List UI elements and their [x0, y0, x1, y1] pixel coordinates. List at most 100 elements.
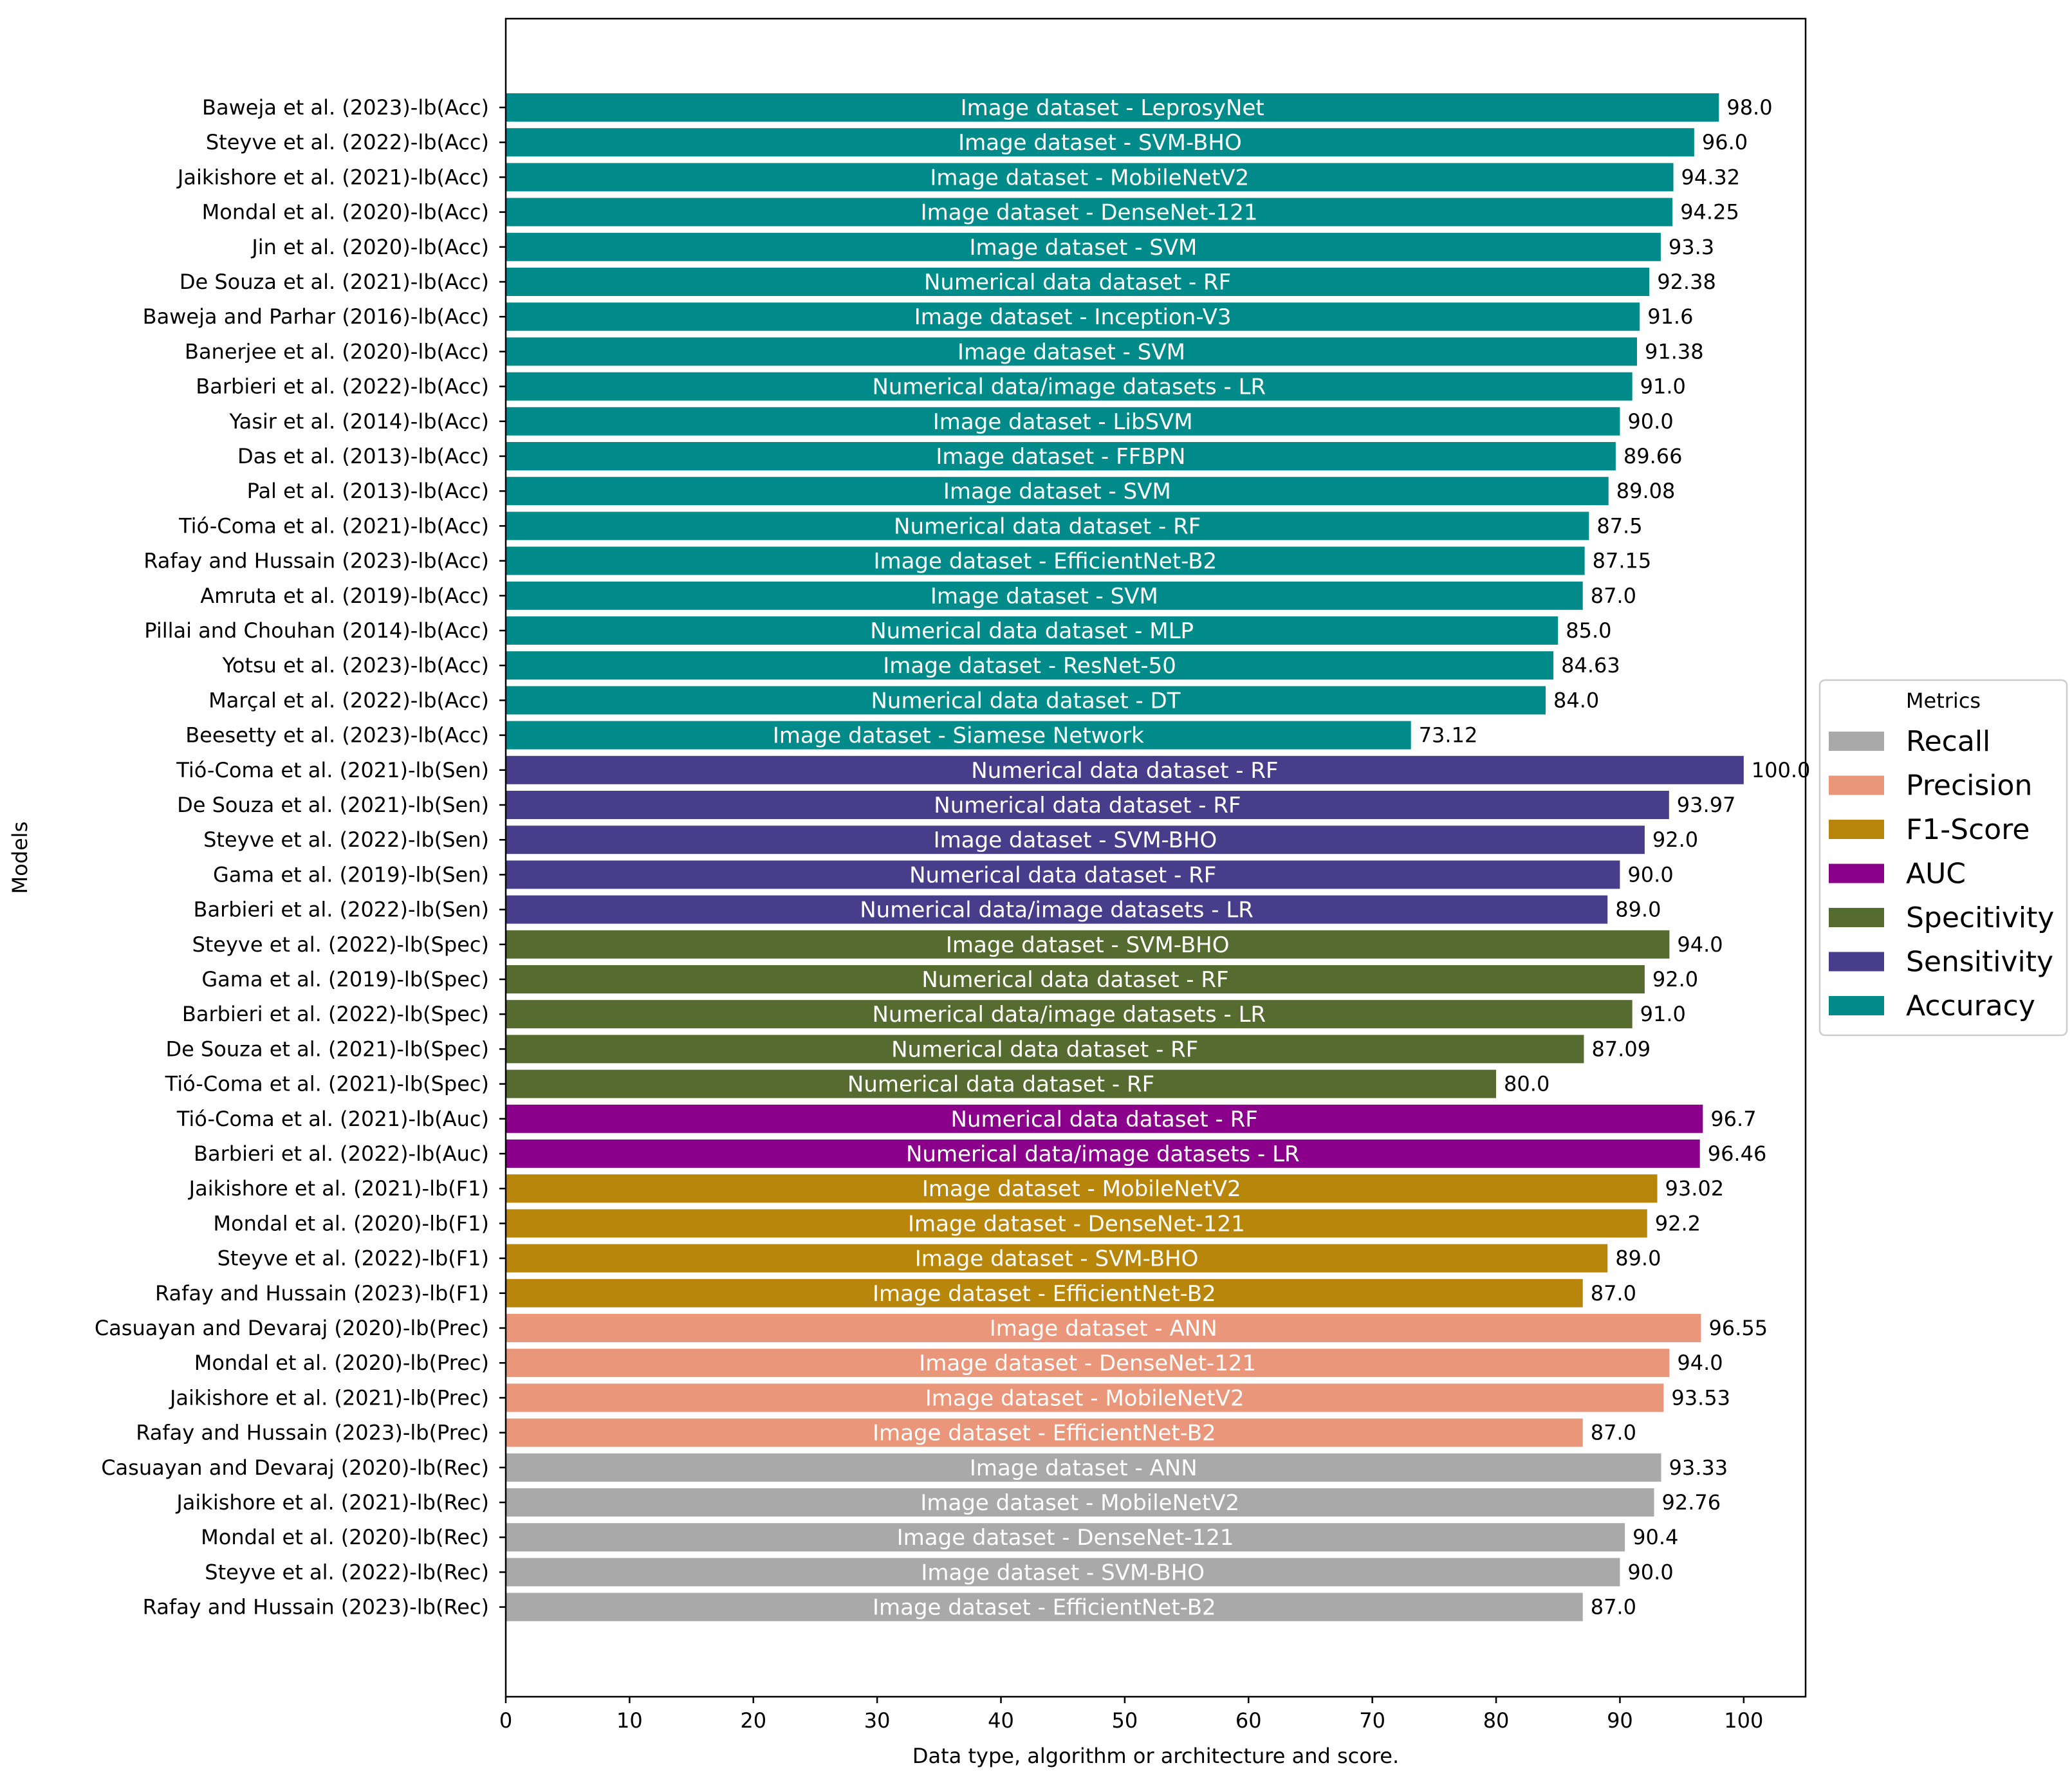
bar-description-label: Numerical data dataset - RF	[891, 1037, 1198, 1062]
bar	[506, 128, 1694, 157]
bar-value-label: 93.53	[1671, 1385, 1730, 1410]
y-tick-label: Pillai and Chouhan (2014)-lb(Acc)	[144, 618, 489, 643]
y-tick-label: Rafay and Hussain (2023)-lb(Prec)	[136, 1421, 489, 1445]
bar-value-label: 91.0	[1640, 1002, 1686, 1026]
legend-label: AUC	[1906, 858, 1966, 891]
legend-title: Metrics	[1906, 688, 1981, 713]
bar	[506, 930, 1670, 959]
y-tick-label: Pal et al. (2013)-lb(Acc)	[247, 479, 489, 503]
bar	[506, 372, 1633, 401]
bar-value-label: 94.32	[1681, 165, 1741, 189]
legend-swatch	[1829, 863, 1884, 883]
y-tick-label: Barbieri et al. (2022)-lb(Spec)	[182, 1002, 489, 1026]
bar-value-label: 89.66	[1623, 444, 1683, 468]
y-tick-label: De Souza et al. (2021)-lb(Spec)	[165, 1037, 489, 1061]
bar	[506, 1209, 1647, 1238]
bar	[506, 1453, 1661, 1482]
bar-value-label: 100.0	[1752, 758, 1811, 782]
bar-description-label: Image dataset - SVM	[970, 235, 1198, 261]
legend-label: Sensitivity	[1906, 946, 2053, 979]
bar-description-label: Numerical data dataset - RF	[894, 513, 1201, 539]
y-tick-label: Steyve et al. (2022)-lb(F1)	[217, 1246, 489, 1271]
legend-swatch	[1829, 820, 1884, 839]
bar-value-label: 93.02	[1665, 1176, 1725, 1201]
bar	[506, 546, 1585, 575]
y-tick-label: Beesetty et al. (2023)-lb(Acc)	[185, 723, 489, 748]
y-tick-label: Tió-Coma et al. (2021)-lb(Sen)	[176, 758, 489, 782]
bar	[506, 1000, 1633, 1029]
y-tick-label: Steyve et al. (2022)-lb(Rec)	[205, 1560, 489, 1584]
x-tick-label: 30	[864, 1708, 891, 1733]
legend-entries: Recall Precision F1-Score AUC Specitivity Sen…	[1829, 725, 2054, 1022]
x-tick-label: 100	[1724, 1708, 1763, 1733]
bar-value-label: 92.76	[1662, 1490, 1721, 1515]
legend-label: F1-Score	[1906, 813, 2030, 846]
bar	[506, 1104, 1703, 1133]
y-tick-label: Jaikishore et al. (2021)-lb(Prec)	[169, 1385, 489, 1410]
legend-swatch	[1829, 908, 1884, 927]
plot-frame	[504, 17, 1807, 1698]
x-tick-label: 60	[1235, 1708, 1262, 1733]
bar-value-label: 96.7	[1710, 1107, 1756, 1131]
y-tick-label: Steyve et al. (2022)-lb(Spec)	[192, 932, 489, 957]
bar	[506, 1174, 1658, 1203]
bar-description-label: Image dataset - SVM-BHO	[958, 130, 1242, 156]
bar	[506, 93, 1719, 122]
bar-description-label: Image dataset - MobileNetV2	[922, 1176, 1241, 1202]
bar	[506, 581, 1583, 610]
y-tick-label: Mondal et al. (2020)-lb(F1)	[213, 1211, 489, 1235]
y-tick-label: De Souza et al. (2021)-lb(Sen)	[177, 793, 489, 817]
bar-description-label: Numerical data dataset - RF	[934, 793, 1241, 818]
y-tick-label: Gama et al. (2019)-lb(Sen)	[213, 862, 489, 887]
y-axis-title: Models	[8, 822, 32, 894]
bar-value-label: 87.0	[1591, 1595, 1636, 1620]
bar-value-label: 90.4	[1633, 1525, 1678, 1549]
bar-description-label: Numerical data dataset - RF	[924, 270, 1231, 295]
y-tick-label: Baweja and Parhar (2016)-lb(Acc)	[143, 304, 489, 329]
bar-description-label: Numerical data dataset - RF	[921, 967, 1228, 993]
y-tick-label: Mondal et al. (2020)-lb(Acc)	[202, 200, 489, 225]
bar-description-label: Numerical data/image datasets - LR	[872, 1002, 1266, 1028]
bar-value-label: 96.46	[1708, 1141, 1767, 1166]
y-tick-label: Yotsu et al. (2023)-lb(Acc)	[222, 653, 489, 678]
bar-description-label: Image dataset - SVM-BHO	[915, 1246, 1199, 1272]
bar-description-label: Image dataset - EfficientNet-B2	[873, 1281, 1216, 1307]
bar-value-label: 91.0	[1640, 374, 1686, 399]
bar	[506, 616, 1559, 645]
legend-swatch	[1829, 952, 1884, 972]
x-axis: 0 10 20 30 40 50 60 70 80 90 100	[499, 1697, 1763, 1733]
x-tick-label: 40	[988, 1708, 1014, 1733]
y-tick-label: Tió-Coma et al. (2021)-lb(Acc)	[178, 513, 489, 538]
y-tick-label: Mondal et al. (2020)-lb(Rec)	[201, 1525, 489, 1549]
bar-description-label: Image dataset - DenseNet-121	[919, 1351, 1256, 1376]
bar-description-label: Image dataset - LeprosyNet	[961, 95, 1264, 121]
bar	[506, 826, 1645, 854]
y-tick-label: Jaikishore et al. (2021)-lb(Acc)	[176, 165, 489, 189]
bar-value-label: 92.0	[1652, 827, 1698, 852]
y-tick-label: Casuayan and Devaraj (2020)-lb(Rec)	[101, 1455, 489, 1480]
bar-description-label: Image dataset - SVM	[930, 584, 1158, 609]
bar	[506, 512, 1589, 540]
bar-description-label: Image dataset - MobileNetV2	[925, 1385, 1244, 1411]
bar-value-label: 80.0	[1504, 1072, 1549, 1096]
x-tick-label: 80	[1483, 1708, 1510, 1733]
legend-label: Precision	[1906, 770, 2032, 802]
bar	[506, 302, 1640, 331]
y-tick-label: Mondal et al. (2020)-lb(Prec)	[194, 1351, 489, 1375]
legend-swatch	[1829, 775, 1884, 795]
bar	[506, 442, 1616, 470]
bar	[506, 721, 1411, 750]
bar-description-label: Numerical data dataset - RF	[847, 1072, 1154, 1098]
bar-description-label: Image dataset - EfficientNet-B2	[873, 1595, 1216, 1621]
bar-value-label: 87.0	[1591, 1421, 1636, 1445]
bar-description-label: Image dataset - LibSVM	[933, 409, 1193, 435]
y-tick-label: Amruta et al. (2019)-lb(Acc)	[200, 584, 489, 608]
legend-swatch	[1829, 996, 1884, 1015]
bar-value-label: 89.08	[1616, 479, 1676, 503]
legend-label: Recall	[1906, 725, 1990, 758]
bar-value-label: 93.3	[1669, 235, 1714, 259]
x-tick-label: 0	[499, 1708, 512, 1733]
x-tick-label: 90	[1607, 1708, 1633, 1733]
bar-description-label: Numerical data/image datasets - LR	[906, 1141, 1300, 1167]
bar	[506, 791, 1669, 819]
